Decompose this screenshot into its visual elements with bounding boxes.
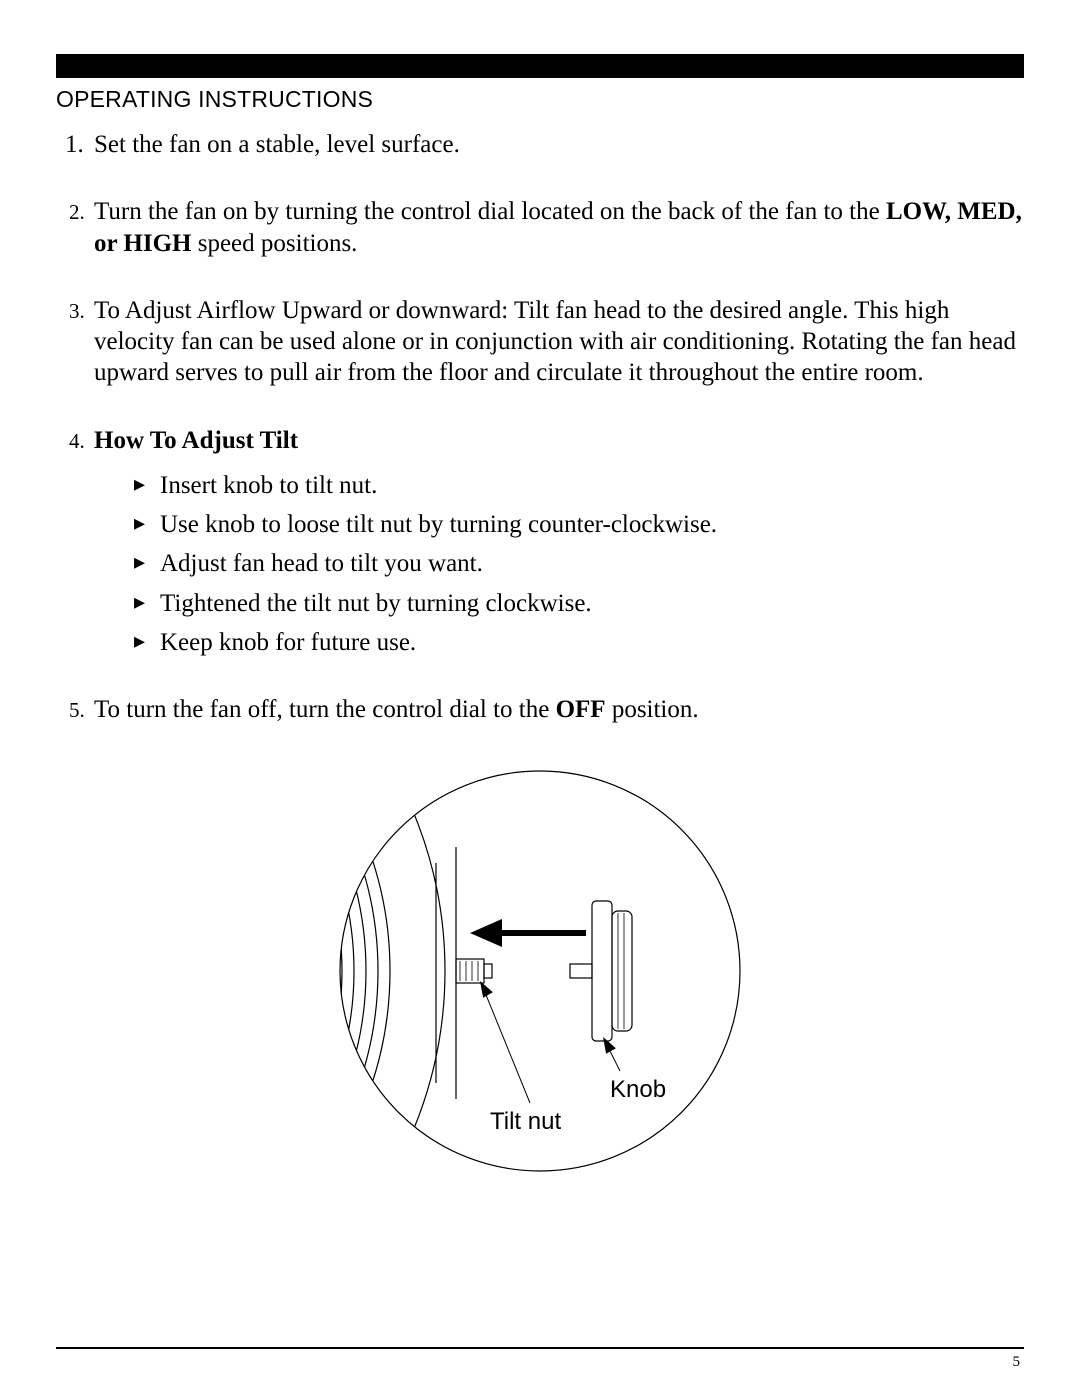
instruction-item-4: How To Adjust Tilt Insert knob to tilt n…: [90, 425, 1024, 659]
instruction-item-2: Turn the fan on by turning the control d…: [90, 196, 1024, 259]
tilt-diagram-container: Tilt nut Knob: [56, 761, 1024, 1201]
sublist-item: Keep knob for future use.: [134, 627, 1024, 658]
svg-text:Knob: Knob: [610, 1076, 666, 1103]
instruction-list: Set the fan on a stable, level surface. …: [56, 129, 1024, 725]
sublist-text: Tightened the tilt nut by turning clockw…: [160, 590, 592, 617]
sublist-text: Adjust fan head to tilt you want.: [160, 550, 483, 577]
instruction-text: Turn the fan on by turning the control d…: [94, 198, 886, 225]
sublist-text: Use knob to loose tilt nut by turning co…: [160, 511, 717, 538]
sublist-item: Adjust fan head to tilt you want.: [134, 548, 1024, 579]
adjust-tilt-heading: How To Adjust Tilt: [94, 427, 298, 454]
off-bold: OFF: [556, 696, 606, 723]
manual-page: OPERATING INSTRUCTIONS Set the fan on a …: [0, 0, 1080, 1397]
sublist-text: Insert knob to tilt nut.: [160, 472, 377, 499]
page-number: 5: [1013, 1354, 1021, 1371]
instruction-item-3: To Adjust Airflow Upward or downward: Ti…: [90, 295, 1024, 389]
instruction-text: position.: [606, 696, 699, 723]
adjust-tilt-sublist: Insert knob to tilt nut. Use knob to loo…: [134, 470, 1024, 658]
sublist-item: Insert knob to tilt nut.: [134, 470, 1024, 501]
section-heading: OPERATING INSTRUCTIONS: [56, 86, 1024, 113]
instruction-text: To turn the fan off, turn the control di…: [94, 696, 556, 723]
tilt-diagram: Tilt nut Knob: [290, 761, 790, 1201]
instruction-text: Set the fan on a stable, level surface.: [94, 131, 460, 158]
svg-text:Tilt nut: Tilt nut: [490, 1108, 561, 1135]
instruction-item-1: Set the fan on a stable, level surface.: [90, 129, 1024, 160]
instruction-text: speed positions.: [191, 230, 357, 257]
sublist-item: Use knob to loose tilt nut by turning co…: [134, 509, 1024, 540]
footer-rule: [56, 1347, 1024, 1349]
sublist-text: Keep knob for future use.: [160, 629, 416, 656]
sublist-item: Tightened the tilt nut by turning clockw…: [134, 588, 1024, 619]
header-black-bar: [56, 54, 1024, 78]
instruction-text: To Adjust Airflow Upward or downward: Ti…: [94, 297, 1016, 387]
instruction-item-5: To turn the fan off, turn the control di…: [90, 694, 1024, 725]
